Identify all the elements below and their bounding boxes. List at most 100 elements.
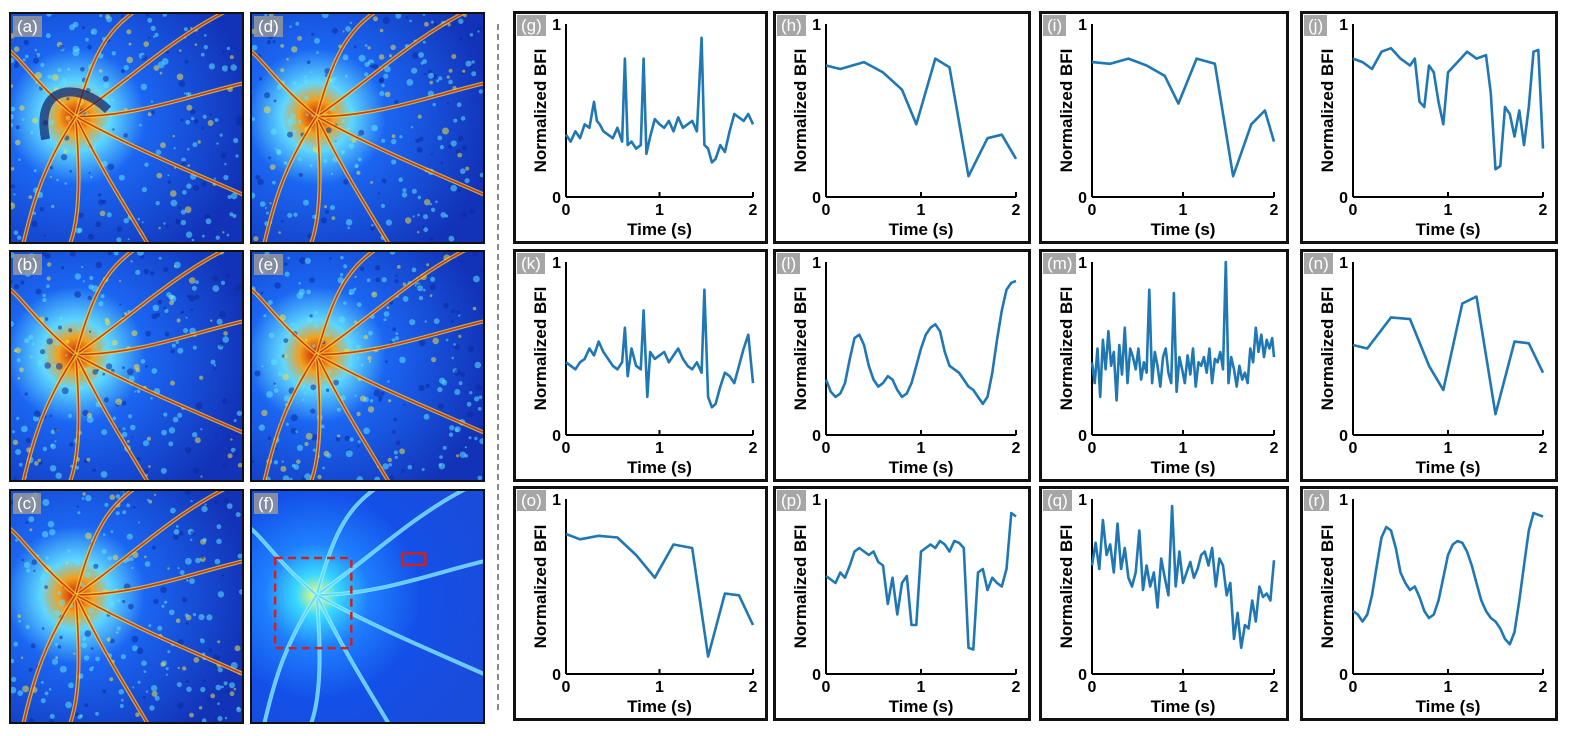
series-line-p: [825, 511, 1017, 651]
series-line-k: [565, 288, 755, 409]
blood-flow-map-b: [11, 252, 242, 480]
x-tick-label: 0: [1349, 679, 1358, 696]
panel-label-a: (a): [13, 16, 42, 37]
blood-flow-map-e: [252, 252, 483, 480]
x-tick-label: 2: [1539, 440, 1548, 457]
series-line-r: [1352, 511, 1544, 646]
series-line-l: [824, 279, 1017, 406]
x-axis-label: Time (s): [1416, 697, 1481, 716]
chart-panel-o: 0 1 2 0 1 Time (s) Normalized BFI (o): [513, 486, 768, 721]
y-tick-label: 0: [552, 667, 561, 684]
y-tick-label: 1: [1078, 492, 1087, 509]
x-axis-label: Time (s): [1416, 458, 1481, 477]
x-axis-label: Time (s): [889, 220, 954, 239]
panel-label-j: (j): [1304, 15, 1328, 36]
series-line-m: [1090, 260, 1276, 402]
series-line-h: [825, 57, 1018, 178]
x-tick-label: 1: [1444, 202, 1453, 219]
image-panel-c: (c): [9, 489, 244, 724]
blood-flow-map-c: [11, 491, 242, 722]
panel-label-k: (k): [517, 253, 545, 274]
series-line-n: [1352, 295, 1545, 416]
panel-label-b: (b): [13, 254, 42, 275]
x-axis-label: Time (s): [889, 697, 954, 716]
y-tick-label: 1: [552, 17, 561, 34]
x-tick-label: 1: [1444, 679, 1453, 696]
x-axis-label: Time (s): [1151, 458, 1216, 477]
y-tick-label: 1: [812, 255, 821, 272]
x-tick-label: 0: [1088, 440, 1097, 457]
y-axis-label: Normalized BFI: [1318, 525, 1337, 649]
y-axis-label: Normalized BFI: [531, 525, 550, 649]
chart-panel-m: 0 1 2 0 1 Time (s) Normalized BFI (m): [1039, 249, 1289, 482]
x-tick-label: 0: [562, 202, 571, 219]
chart-panel-j: 0 1 2 0 1 Time (s) Normalized BFI (j): [1300, 11, 1558, 244]
y-tick-label: 1: [552, 255, 561, 272]
y-axis-label: Normalized BFI: [1057, 525, 1076, 649]
y-axis-label: Normalized BFI: [1318, 287, 1337, 411]
x-tick-label: 1: [917, 440, 926, 457]
x-tick-label: 2: [749, 440, 758, 457]
x-tick-label: 2: [1012, 440, 1021, 457]
panel-label-h: (h): [777, 15, 806, 36]
panel-label-c: (c): [13, 493, 41, 514]
chart-panel-h: 0 1 2 0 1 Time (s) Normalized BFI (h): [773, 11, 1031, 244]
x-tick-label: 1: [917, 202, 926, 219]
blood-flow-map-d: [252, 14, 483, 242]
chart-panel-p: 0 1 2 0 1 Time (s) Normalized BFI (p): [773, 486, 1031, 721]
x-axis-label: Time (s): [1416, 220, 1481, 239]
y-tick-label: 1: [1339, 255, 1348, 272]
chart-panel-l: 0 1 2 0 1 Time (s) Normalized BFI (l): [773, 249, 1031, 482]
panel-label-n: (n): [1304, 253, 1333, 274]
panel-label-g: (g): [517, 15, 546, 36]
panel-label-l: (l): [777, 253, 801, 274]
panel-label-o: (o): [517, 490, 546, 511]
y-tick-label: 1: [812, 17, 821, 34]
y-axis-label: Normalized BFI: [1057, 49, 1076, 173]
x-tick-label: 2: [749, 202, 758, 219]
image-panel-b: (b): [9, 250, 244, 482]
image-panel-d: (d): [250, 12, 485, 244]
image-panel-e: (e): [250, 250, 485, 482]
panel-label-m: (m): [1043, 253, 1077, 274]
x-tick-label: 1: [1179, 679, 1188, 696]
x-tick-label: 0: [1088, 202, 1097, 219]
x-tick-label: 2: [1539, 679, 1548, 696]
x-axis-label: Time (s): [889, 458, 954, 477]
panel-label-e: (e): [254, 254, 283, 275]
x-tick-label: 2: [1012, 202, 1021, 219]
y-tick-label: 0: [1078, 667, 1087, 684]
y-axis-label: Normalized BFI: [1318, 49, 1337, 173]
y-axis-label: Normalized BFI: [791, 49, 810, 173]
series-line-o: [565, 532, 755, 658]
x-tick-label: 0: [1349, 440, 1358, 457]
x-tick-label: 1: [1179, 440, 1188, 457]
blood-flow-map-a: [11, 14, 242, 242]
y-tick-label: 0: [812, 428, 821, 445]
image-panel-f: (f): [250, 489, 485, 724]
dark-crescent: [39, 87, 112, 141]
x-tick-label: 2: [1270, 202, 1279, 219]
y-axis-label: Normalized BFI: [531, 49, 550, 173]
panel-label-r: (r): [1304, 490, 1329, 511]
series-line-j: [1352, 46, 1545, 171]
dashed-divider: [497, 24, 499, 710]
y-tick-label: 1: [1339, 492, 1348, 509]
roi-dashed-box: [273, 556, 353, 650]
x-axis-label: Time (s): [627, 697, 692, 716]
y-tick-label: 0: [812, 667, 821, 684]
y-tick-label: 0: [552, 428, 561, 445]
y-axis-label: Normalized BFI: [1057, 287, 1076, 411]
x-tick-label: 1: [1444, 440, 1453, 457]
y-tick-label: 1: [1078, 17, 1087, 34]
x-tick-label: 1: [655, 679, 664, 696]
